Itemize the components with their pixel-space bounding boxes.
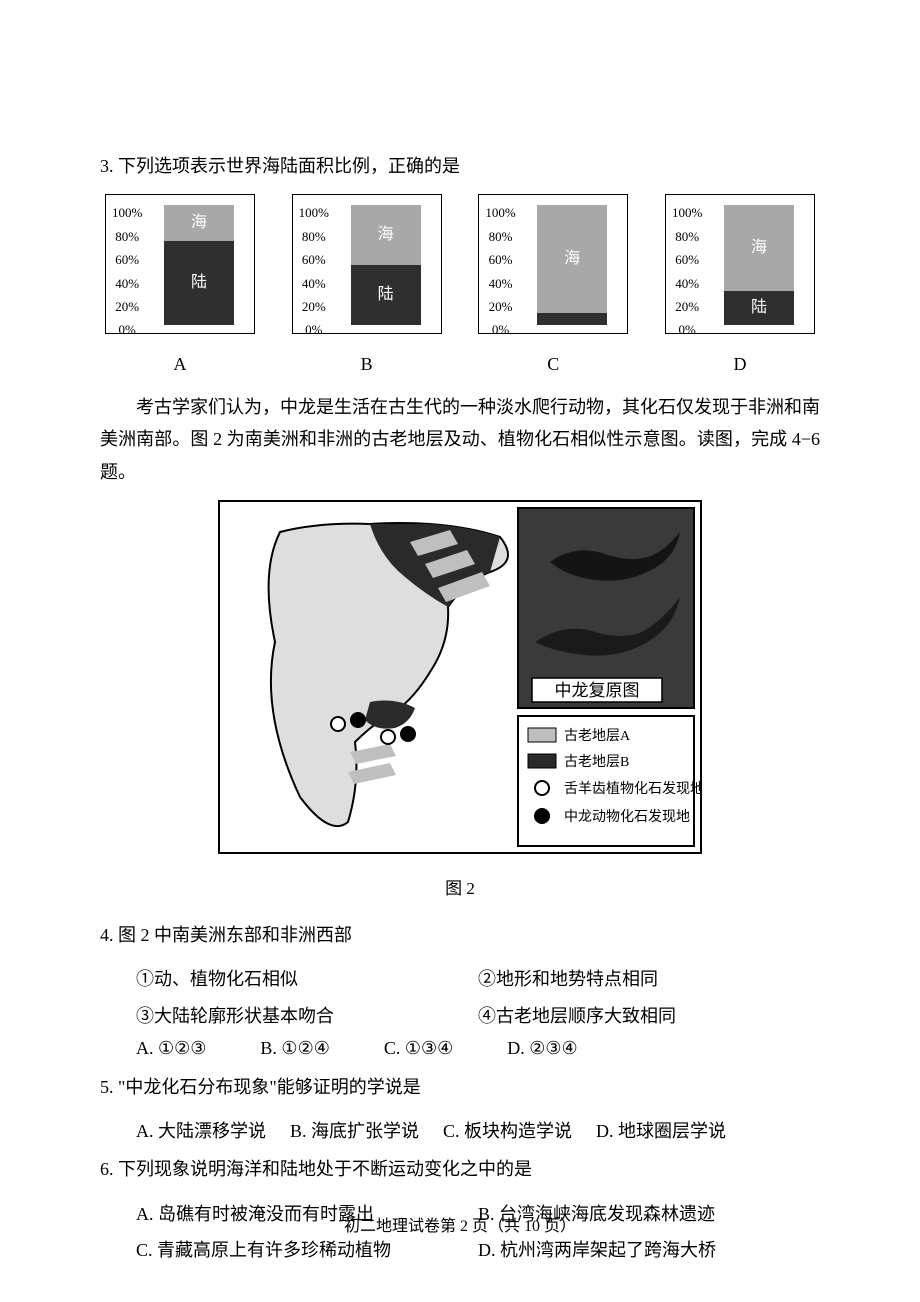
q5-stem: 5. "中龙化石分布现象"能够证明的学说是 (100, 1071, 820, 1103)
q4-item-4: ④古老地层顺序大致相同 (478, 1000, 820, 1032)
q4-item-3: ③大陆轮廓形状基本吻合 (136, 1000, 478, 1032)
q4-options: A. ①②③ B. ①②④ C. ①③④ D. ②③④ (136, 1032, 820, 1064)
q4-opt-b: B. ①②④ (260, 1032, 329, 1064)
q4-opt-c: C. ①③④ (384, 1032, 453, 1064)
q4-item-2: ②地形和地势特点相同 (478, 963, 820, 995)
ytick-label: 0% (299, 318, 329, 341)
sea-label: 海 (191, 209, 207, 238)
ytick-label: 60% (485, 248, 515, 271)
ytick-label: 20% (672, 295, 702, 318)
q5-opt-a: A. 大陆漂移学说 (136, 1115, 266, 1147)
q5-options: A. 大陆漂移学说 B. 海底扩张学说 C. 板块构造学说 D. 地球圈层学说 (136, 1115, 820, 1147)
chart-letter: B (287, 348, 447, 380)
ytick-label: 40% (112, 272, 142, 295)
q6-stem: 6. 下列现象说明海洋和陆地处于不断运动变化之中的是 (100, 1153, 820, 1185)
ytick-label: 0% (672, 318, 702, 341)
q4-opt-d: D. ②③④ (507, 1032, 577, 1064)
ytick-label: 80% (299, 225, 329, 248)
ytick-label: 40% (485, 272, 515, 295)
q3-chart-b: 100%80%60%40%20%0% 海陆 B (287, 194, 447, 380)
land-segment: 陆 (164, 241, 234, 325)
land-label: 陆 (378, 281, 394, 310)
land-segment: 陆 (724, 291, 794, 326)
sea-label: 海 (751, 234, 767, 263)
q4-item-1: ①动、植物化石相似 (136, 963, 478, 995)
chart-letter: A (100, 348, 260, 380)
sea-segment: 海 (351, 205, 421, 265)
chart-letter: C (473, 348, 633, 380)
q3-stem: 3. 下列选项表示世界海陆面积比例，正确的是 (100, 150, 820, 182)
q4-items: ①动、植物化石相似 ②地形和地势特点相同 ③大陆轮廓形状基本吻合 ④古老地层顺序… (136, 963, 820, 1032)
ytick-label: 40% (299, 272, 329, 295)
ytick-label: 20% (112, 295, 142, 318)
ytick-label: 40% (672, 272, 702, 295)
svg-text:中龙动物化石发现地: 中龙动物化石发现地 (564, 809, 690, 825)
ytick-label: 100% (672, 201, 702, 224)
ytick-label: 20% (299, 295, 329, 318)
q3-charts: 100%80%60%40%20%0%海陆A100%80%60%40%20%0%海… (100, 194, 820, 380)
ytick-label: 100% (112, 201, 142, 224)
sea-label: 海 (564, 245, 580, 274)
passage-1: 考古学家们认为，中龙是生活在古生代的一种淡水爬行动物，其化石仅发现于非洲和南美洲… (100, 391, 820, 488)
sea-label: 海 (378, 221, 394, 250)
ytick-label: 60% (672, 248, 702, 271)
ytick-label: 60% (112, 248, 142, 271)
q3-chart-a: 100%80%60%40%20%0% 海陆 A (100, 194, 260, 380)
q3-chart-c: 100%80%60%40%20%0% 海 C (473, 194, 633, 380)
page-footer: 初二地理试卷第 2 页（共 10 页） (0, 1213, 920, 1242)
ytick-label: 0% (485, 318, 515, 341)
ytick-label: 100% (299, 201, 329, 224)
svg-text:古老地层B: 古老地层B (564, 754, 629, 770)
svg-text:古老地层A: 古老地层A (564, 728, 631, 744)
sea-segment: 海 (164, 205, 234, 241)
svg-text:舌羊齿植物化石发现地: 舌羊齿植物化石发现地 (564, 781, 702, 797)
ytick-label: 100% (485, 201, 515, 224)
chart-letter: D (660, 348, 820, 380)
sea-segment: 海 (537, 205, 607, 313)
sea-segment: 海 (724, 205, 794, 290)
q5-opt-b: B. 海底扩张学说 (290, 1115, 419, 1147)
ytick-label: 60% (299, 248, 329, 271)
ytick-label: 80% (672, 225, 702, 248)
q4-opt-a: A. ①②③ (136, 1032, 206, 1064)
figure-2: 中龙复原图 古老地层A 古老地层B 舌羊齿植物化石发现地 中龙动物化石发现地 图… (100, 500, 820, 905)
figure-2-caption: 图 2 (100, 874, 820, 905)
ytick-label: 80% (485, 225, 515, 248)
land-segment (537, 313, 607, 325)
ytick-label: 20% (485, 295, 515, 318)
land-label: 陆 (751, 294, 767, 323)
land-label: 陆 (191, 269, 207, 298)
inset-title-text: 中龙复原图 (555, 681, 640, 700)
q5-opt-d: D. 地球圈层学说 (596, 1115, 726, 1147)
land-segment: 陆 (351, 265, 421, 325)
q4-stem: 4. 图 2 中南美洲东部和非洲西部 (100, 919, 820, 951)
q3-chart-d: 100%80%60%40%20%0% 海陆D (660, 194, 820, 380)
q5-opt-c: C. 板块构造学说 (443, 1115, 572, 1147)
exam-page: 3. 下列选项表示世界海陆面积比例，正确的是 100%80%60%40%20%0… (0, 0, 920, 1302)
figure-2-svg: 中龙复原图 古老地层A 古老地层B 舌羊齿植物化石发现地 中龙动物化石发现地 (218, 500, 702, 854)
ytick-label: 0% (112, 318, 142, 341)
ytick-label: 80% (112, 225, 142, 248)
